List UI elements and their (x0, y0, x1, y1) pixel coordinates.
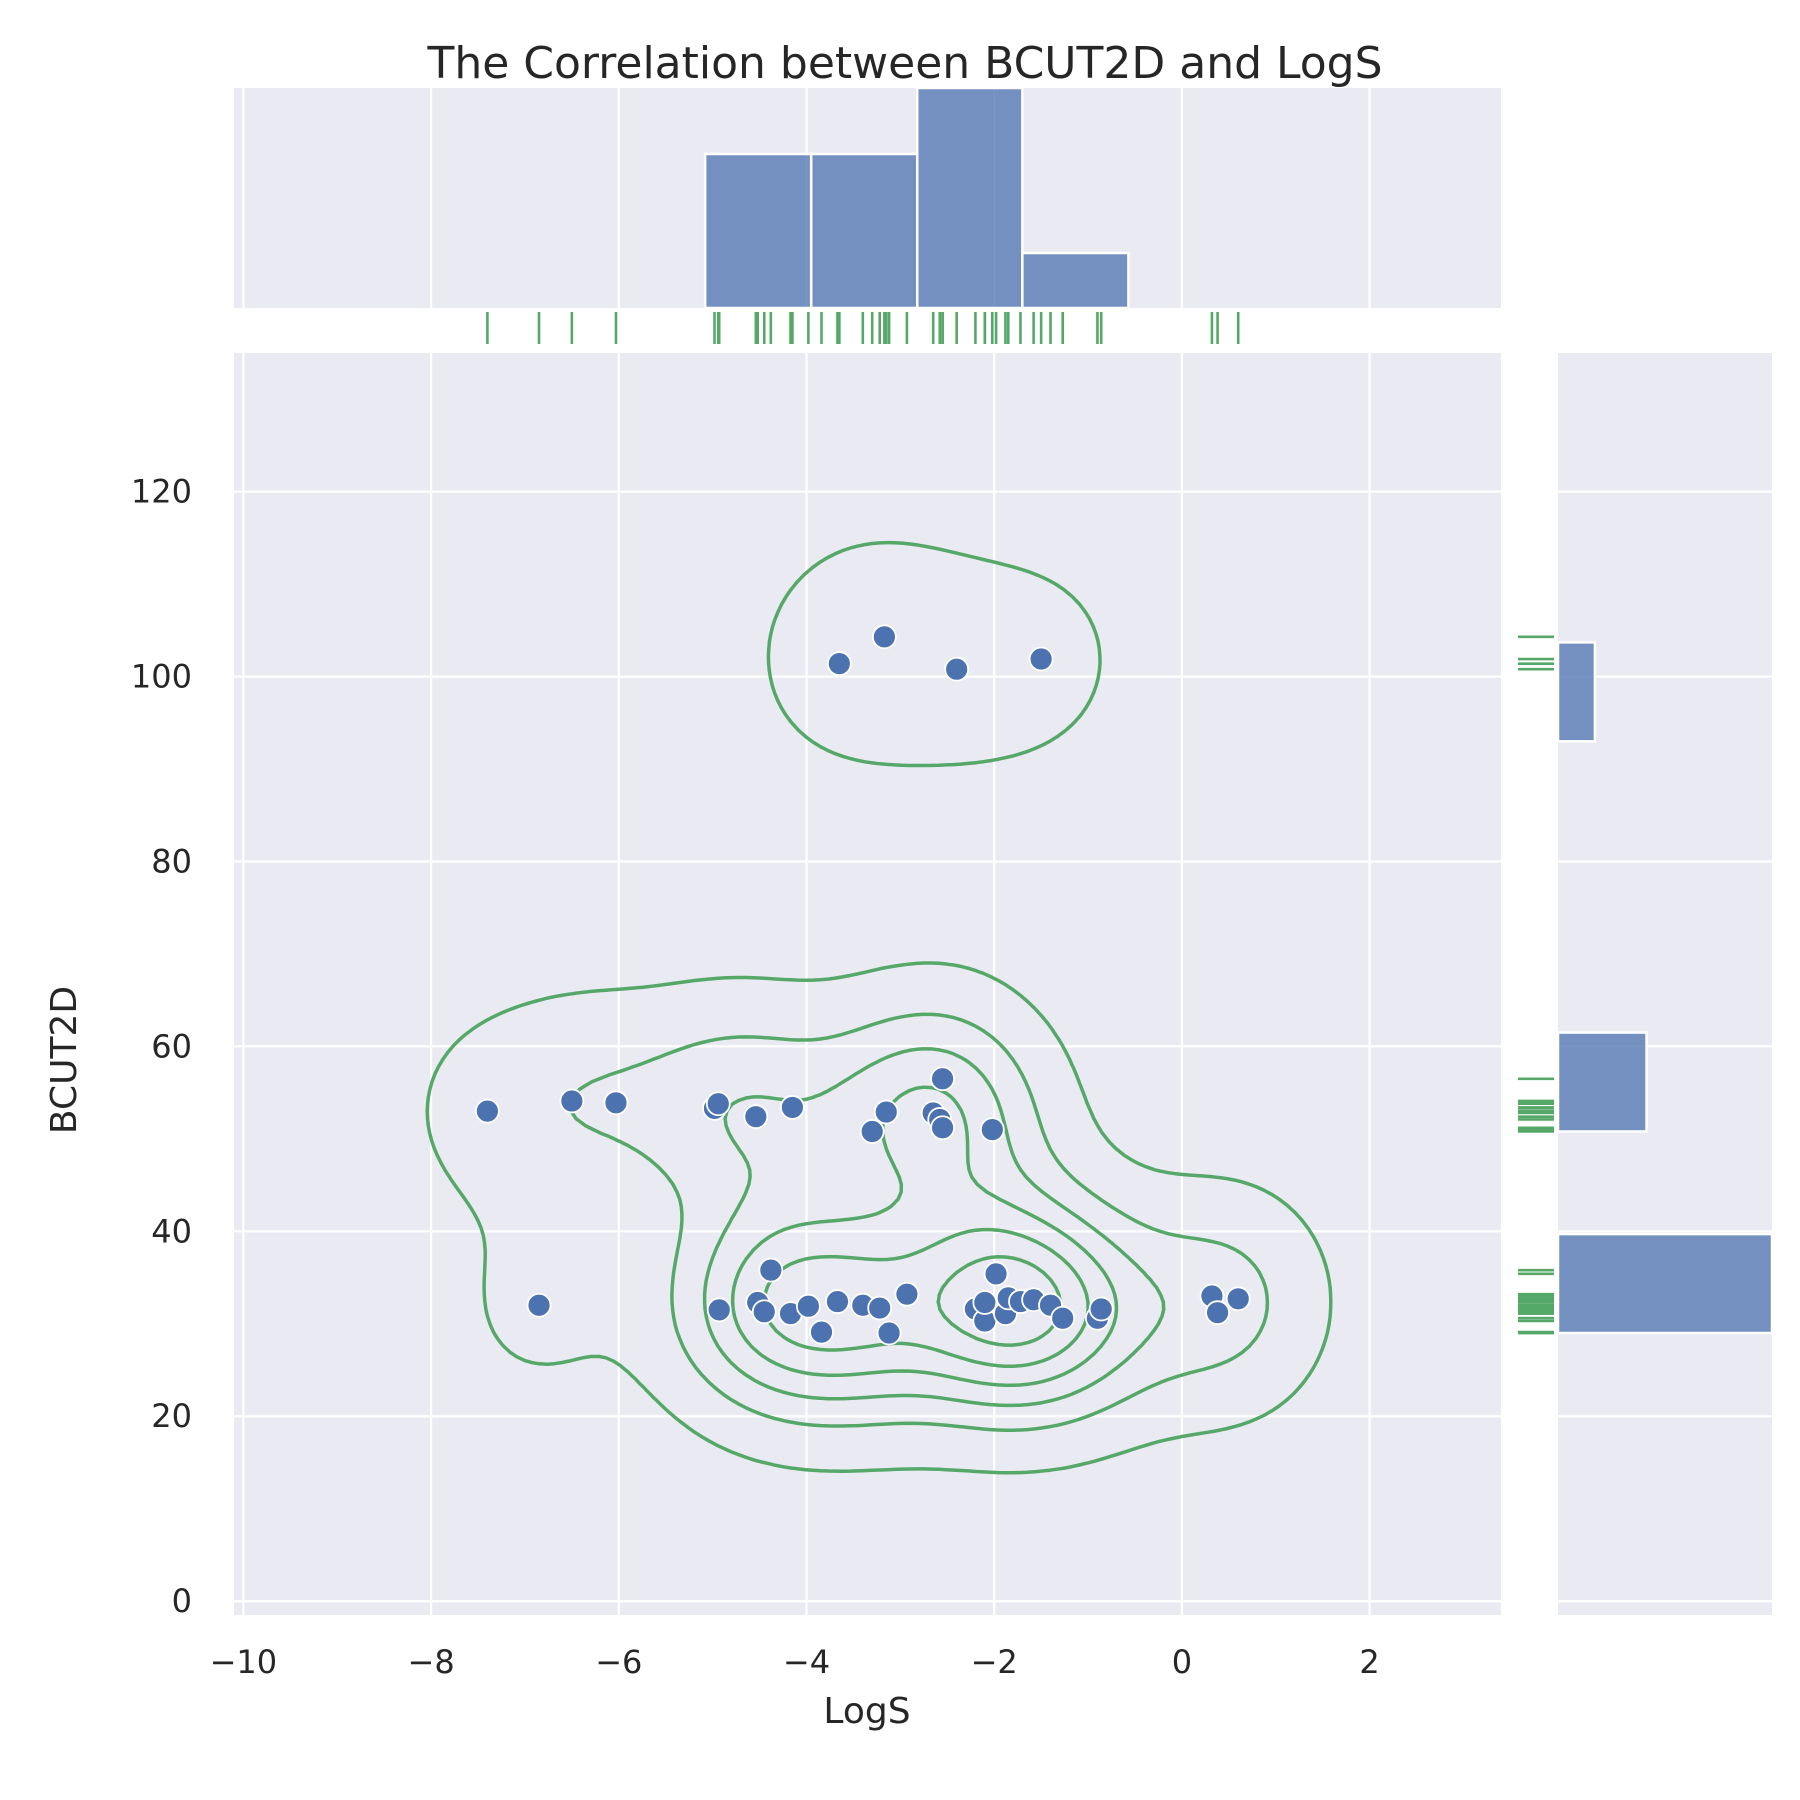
x-tick-label: −8 (408, 1643, 455, 1681)
data-point (871, 624, 897, 650)
data-point (809, 1319, 834, 1345)
y-tick-label: 20 (151, 1397, 192, 1435)
x-histogram-bar (1021, 251, 1130, 310)
data-point (826, 651, 852, 677)
data-point (1088, 1296, 1114, 1322)
data-point (743, 1104, 769, 1130)
kde-contour (425, 540, 1333, 1475)
kde-contour (702, 1046, 1166, 1408)
x-histogram-bar (915, 86, 1024, 310)
data-point (705, 1091, 731, 1117)
data-point (1225, 1286, 1251, 1312)
chart-title: The Correlation between BCUT2D and LogS (426, 38, 1382, 89)
data-point (474, 1098, 500, 1124)
y-histogram-bar (1556, 641, 1597, 743)
x-tick-label: 0 (1172, 1643, 1192, 1681)
data-point (751, 1299, 777, 1325)
x-histogram-bar (703, 152, 813, 310)
y-tick-label: 60 (151, 1027, 192, 1065)
x-histogram-bar (809, 152, 919, 310)
y-histogram-bar (1556, 1031, 1648, 1133)
joint-axes-panel (234, 353, 1501, 1615)
data-point (526, 1292, 552, 1318)
y-tick-label: 120 (131, 473, 192, 511)
kde-contour (936, 1255, 1063, 1347)
data-point (706, 1297, 732, 1323)
x-tick-label: −6 (595, 1643, 642, 1681)
data-point (979, 1117, 1005, 1143)
data-point (876, 1320, 902, 1346)
data-point (930, 1115, 955, 1141)
x-tick-label: −2 (971, 1643, 1018, 1681)
data-point (758, 1257, 784, 1283)
data-point (930, 1066, 955, 1092)
data-point (894, 1281, 920, 1307)
data-point (867, 1295, 893, 1321)
x-tick-label: 2 (1359, 1643, 1379, 1681)
data-point (983, 1261, 1009, 1287)
data-point (873, 1099, 899, 1125)
data-point (1050, 1305, 1076, 1331)
data-point (972, 1290, 998, 1315)
right-marginal-panel (1558, 353, 1772, 1615)
data-point (1028, 646, 1054, 672)
data-point (780, 1095, 805, 1120)
data-point (603, 1090, 629, 1116)
y-tick-label: 0 (172, 1582, 192, 1620)
top-rug-band (234, 312, 1501, 344)
y-histogram-bar (1556, 1232, 1774, 1335)
data-point (559, 1088, 585, 1114)
data-point (859, 1119, 885, 1144)
y-axis-label: BCUT2D (44, 986, 85, 1134)
kde-contour (568, 1012, 1270, 1432)
data-point (795, 1293, 821, 1319)
x-tick-label: −4 (783, 1643, 830, 1681)
data-point (1205, 1300, 1230, 1326)
data-point (825, 1289, 850, 1314)
y-tick-label: 40 (151, 1212, 192, 1250)
x-tick-label: −10 (210, 1643, 278, 1681)
y-tick-label: 100 (131, 658, 192, 696)
x-axis-label: LogS (823, 1691, 910, 1732)
y-tick-label: 80 (151, 842, 192, 880)
data-point (944, 656, 970, 682)
